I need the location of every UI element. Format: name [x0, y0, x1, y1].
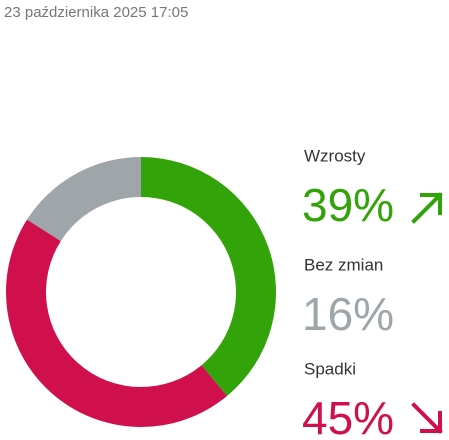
legend-value: 45%: [302, 392, 394, 440]
legend-label: Bez zmian: [304, 255, 383, 274]
legend-label: Wzrosty: [304, 146, 366, 165]
donut-slice: [5, 219, 228, 427]
legend-label: Spadki: [304, 359, 356, 378]
donut-slice: [27, 157, 141, 242]
donut-slice: [141, 157, 276, 397]
up-arrow: [411, 192, 443, 224]
legend-value: 39%: [302, 179, 394, 231]
legend-value: 16%: [302, 288, 394, 340]
down-arrow: [411, 402, 443, 434]
timestamp: 23 października 2025 17:05: [4, 4, 188, 21]
